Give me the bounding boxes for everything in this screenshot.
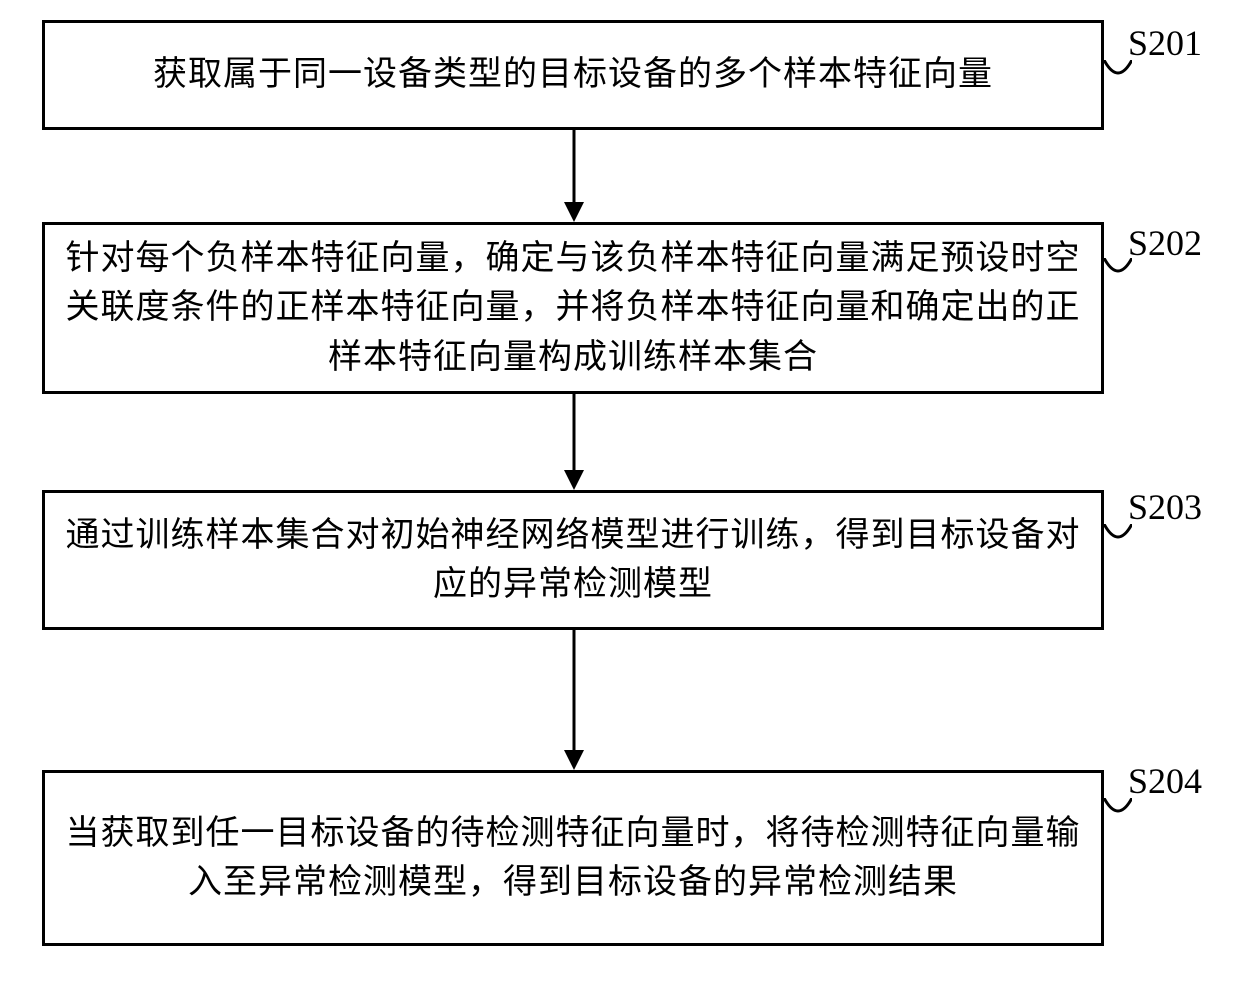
flowchart-step-label-s203: S203 [1128, 486, 1202, 528]
label-connector-s203 [1104, 524, 1132, 552]
label-connector-s204 [1104, 798, 1132, 826]
flowchart-step-text: 通过训练样本集合对初始神经网络模型进行训练，得到目标设备对应的异常检测模型 [65, 511, 1081, 610]
flowchart-step-text: 获取属于同一设备类型的目标设备的多个样本特征向量 [153, 50, 993, 99]
label-connector-s201 [1104, 60, 1132, 88]
flowchart-step-label-s201: S201 [1128, 22, 1202, 64]
flowchart-step-text: 针对每个负样本特征向量，确定与该负样本特征向量满足预设时空关联度条件的正样本特征… [65, 234, 1081, 382]
flowchart-arrow [556, 130, 592, 222]
flowchart-step-text: 当获取到任一目标设备的待检测特征向量时，将待检测特征向量输入至异常检测模型，得到… [65, 809, 1081, 908]
flowchart-step-s202: 针对每个负样本特征向量，确定与该负样本特征向量满足预设时空关联度条件的正样本特征… [42, 222, 1104, 394]
flowchart-step-s203: 通过训练样本集合对初始神经网络模型进行训练，得到目标设备对应的异常检测模型 [42, 490, 1104, 630]
flowchart-arrow [556, 394, 592, 490]
flowchart-arrow [556, 630, 592, 770]
flowchart-step-label-s202: S202 [1128, 222, 1202, 264]
flowchart-step-s201: 获取属于同一设备类型的目标设备的多个样本特征向量 [42, 20, 1104, 130]
flowchart-step-s204: 当获取到任一目标设备的待检测特征向量时，将待检测特征向量输入至异常检测模型，得到… [42, 770, 1104, 946]
flowchart-canvas: 获取属于同一设备类型的目标设备的多个样本特征向量 S201 针对每个负样本特征向… [0, 0, 1240, 994]
flowchart-step-label-s204: S204 [1128, 760, 1202, 802]
